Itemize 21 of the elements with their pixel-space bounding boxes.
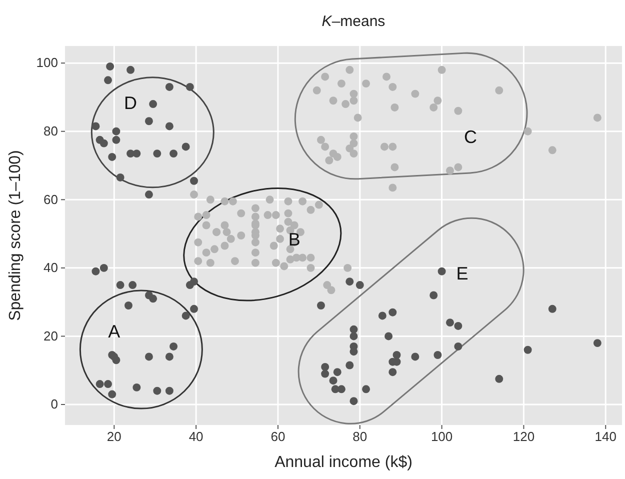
y-tick-label: 0 xyxy=(50,396,58,412)
x-tick-label: 40 xyxy=(188,429,204,444)
x-tick-label: 140 xyxy=(594,429,616,444)
y-tick-label: 40 xyxy=(44,260,58,276)
y-tick-label: 80 xyxy=(44,124,58,139)
annotation: D xyxy=(124,92,138,113)
annotation: E xyxy=(456,264,468,284)
y-tick-label: 60 xyxy=(44,192,58,207)
y-tick-label: 100 xyxy=(36,55,58,70)
annotation: B xyxy=(288,229,300,250)
annotation: C xyxy=(464,126,477,147)
x-tick-label: 20 xyxy=(106,429,122,444)
y-axis-title: Spending score (1–100) xyxy=(7,150,24,321)
x-tick-label: 80 xyxy=(352,429,368,444)
x-tick-label: 60 xyxy=(270,429,286,444)
x-tick-label: 120 xyxy=(512,429,535,444)
x-axis-title: Annual income (k$) xyxy=(274,454,412,471)
y-tick-label: 20 xyxy=(44,328,58,344)
chart-title: K–means xyxy=(322,13,386,30)
x-tick-label: 100 xyxy=(430,429,453,444)
annotation: A xyxy=(108,322,120,342)
